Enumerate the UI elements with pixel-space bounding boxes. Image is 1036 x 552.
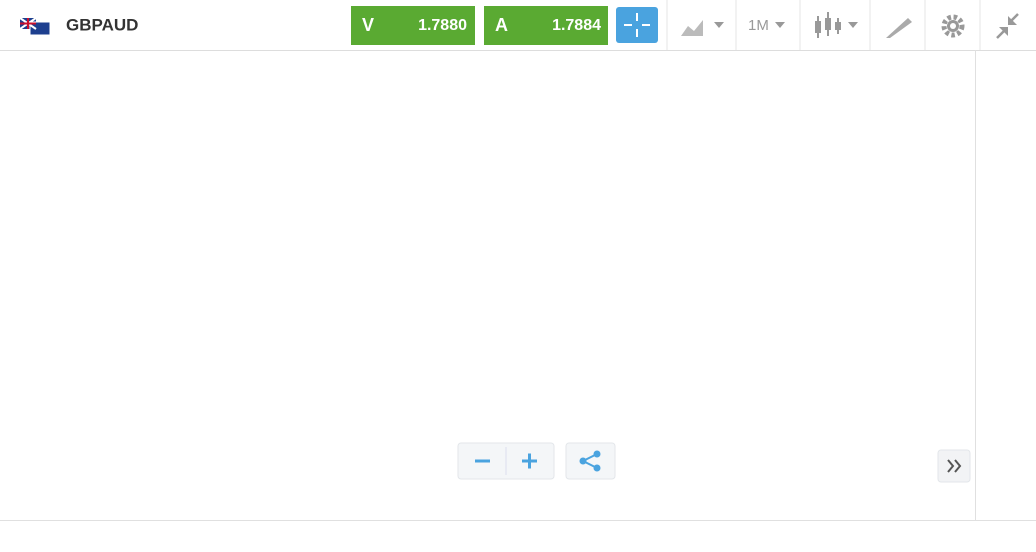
crosshair-button[interactable] — [616, 7, 658, 43]
buy-label: A — [495, 15, 508, 35]
symbol: GBPAUD — [66, 15, 138, 34]
sell-button[interactable]: V 1.7880 — [351, 6, 475, 45]
settings-button[interactable] — [941, 14, 965, 38]
zoom-in[interactable] — [522, 453, 537, 469]
candle-style-button[interactable] — [815, 12, 858, 38]
sell-label: V — [362, 15, 374, 35]
timeframe: 1M — [748, 17, 769, 34]
buy-button[interactable]: A 1.7884 — [484, 6, 608, 45]
flag — [19, 17, 51, 36]
chart-type-button[interactable] — [681, 20, 724, 36]
draw-button[interactable] — [886, 18, 912, 38]
timeframe-button[interactable]: 1M — [748, 17, 785, 34]
scroll-right-button[interactable] — [937, 449, 971, 483]
share-button[interactable] — [579, 450, 601, 472]
zoom-controls — [457, 442, 616, 480]
collapse-button[interactable] — [996, 13, 1019, 39]
sell-price: 1.7880 — [418, 17, 467, 34]
buy-price: 1.7884 — [552, 17, 601, 34]
